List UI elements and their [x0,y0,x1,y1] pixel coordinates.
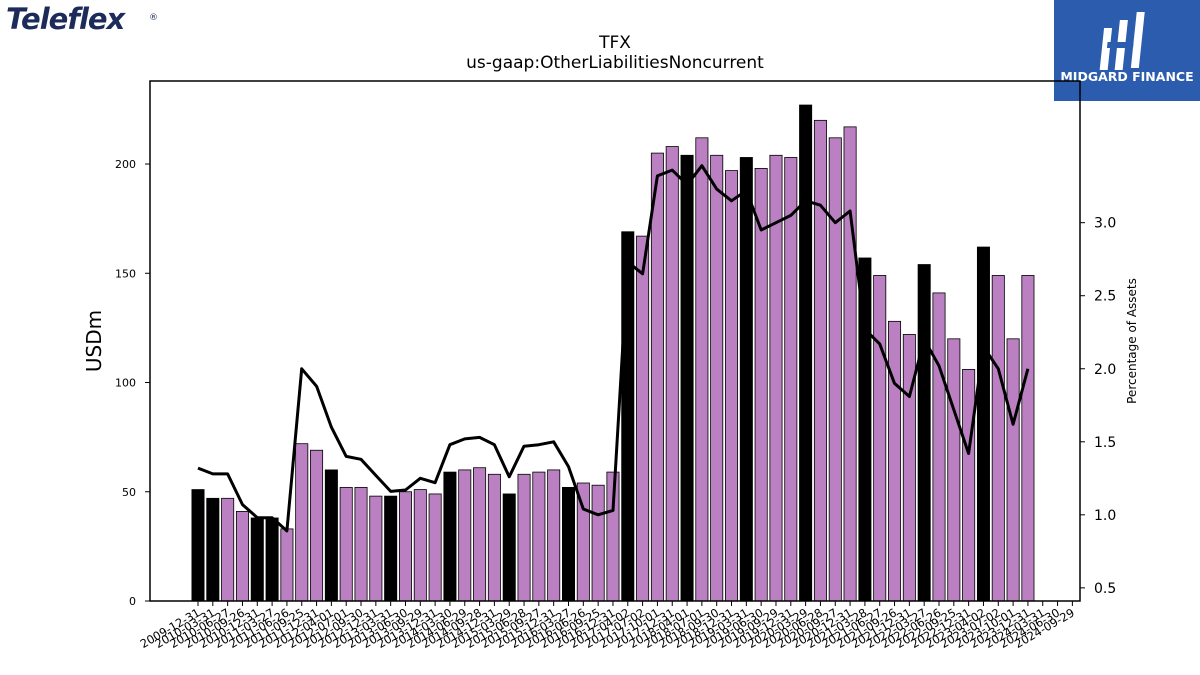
bar [725,170,739,602]
y-tick-label: 0 [129,595,136,608]
bar [680,154,694,602]
y2-tick-label: 0.5 [1094,581,1116,597]
y2-tick-label: 3.0 [1094,216,1116,232]
bar [917,264,931,602]
bar [799,104,813,602]
midgard-logo-icon [1099,12,1145,70]
bar [843,126,857,602]
bar [473,467,487,602]
registered-mark: ® [149,13,158,23]
bar [221,497,235,602]
bar [828,137,842,602]
bar [191,489,205,602]
bar [487,473,501,602]
bar [888,320,902,602]
y2-tick-label: 1.5 [1094,435,1116,451]
bar [947,338,961,602]
pct-of-assets-line [197,164,1030,533]
y2-tick-label: 2.5 [1094,289,1116,305]
bar [324,469,338,602]
bar [650,152,664,602]
bar [517,473,531,602]
bar [369,495,383,602]
bar [354,486,368,602]
bar [458,469,472,602]
bar [665,146,679,602]
bar [962,369,976,602]
bar [710,154,724,602]
bar [754,167,768,602]
bar [384,495,398,602]
bar [532,471,546,602]
y2-tick-label: 2.0 [1094,362,1116,378]
bar [976,246,990,602]
bar [443,471,457,602]
bar [991,275,1005,602]
bar [413,489,427,602]
bar [235,511,249,602]
company-logo: Teleflex [6,2,127,36]
y-tick-label: 100 [115,377,136,390]
badge-label: MIDGARD FINANCE [1060,69,1193,84]
bar [932,292,946,602]
bar [784,157,798,602]
bar [295,443,309,602]
bar [591,484,605,602]
y2-axis-label: Percentage of Assets [1125,278,1139,404]
bar [858,257,872,602]
y-tick-label: 150 [115,267,136,280]
y-axis-label: USDm [82,310,106,372]
chart-title: TFX [598,33,631,53]
axes: 0501001502000.51.01.52.02.53.02009-12-31… [115,80,1116,651]
bar [562,486,576,602]
plot-frame [149,80,1081,602]
bar [695,137,709,602]
y2-tick-label: 1.0 [1094,508,1116,524]
midgard-finance-badge: MIDGARD FINANCE [1054,0,1200,101]
pct-line-series [197,164,1030,533]
bar [265,517,279,602]
bar [636,235,650,602]
bar [502,493,516,602]
bar [813,119,827,602]
bar-series [191,104,1035,602]
bar [280,528,294,602]
bar [398,491,412,602]
chart-subtitle: us-gaap:OtherLiabilitiesNoncurrent [466,53,764,73]
bar [739,157,753,602]
bar [250,517,264,602]
bar [339,486,353,602]
bar [206,497,220,602]
y-tick-label: 200 [115,158,136,171]
bar [1006,338,1020,602]
bar [1021,275,1035,602]
y-tick-label: 50 [122,486,136,499]
bar [873,275,887,602]
bar [547,469,561,602]
bar [310,449,324,602]
bar [428,493,442,602]
